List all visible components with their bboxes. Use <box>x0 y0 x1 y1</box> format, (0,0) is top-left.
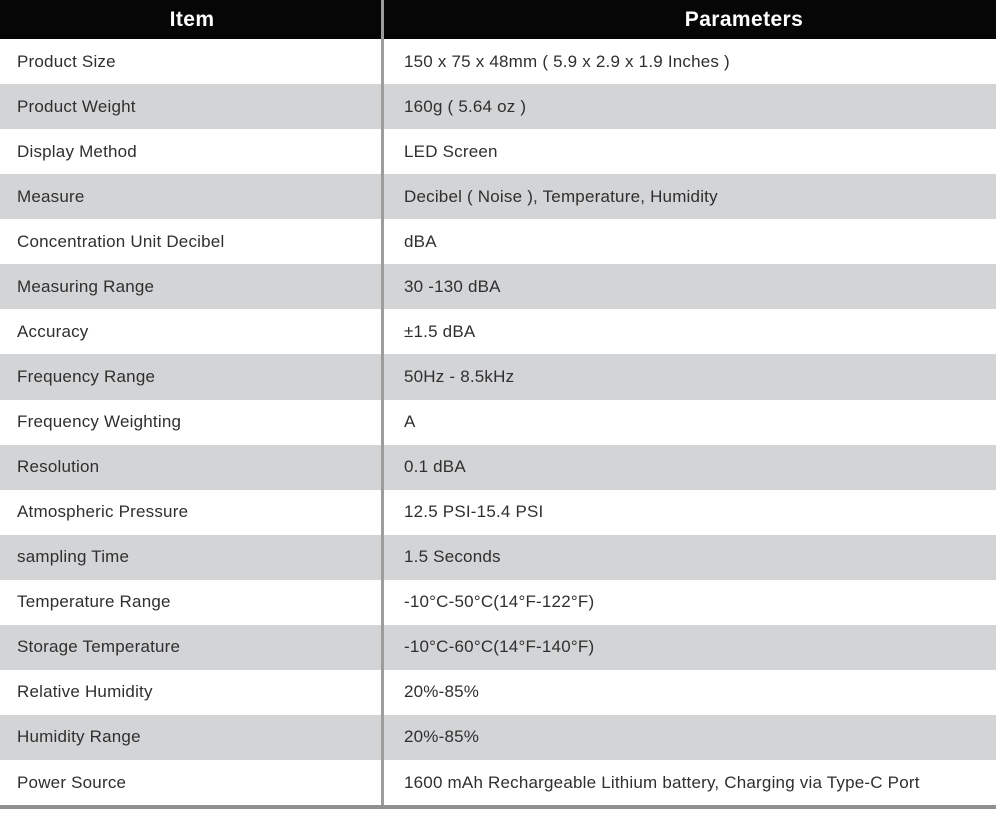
table-row: Relative Humidity 20%-85% <box>0 669 996 715</box>
parameter-cell: 20%-85% <box>404 682 480 702</box>
item-cell: Relative Humidity <box>17 682 153 702</box>
header-cell-parameters: Parameters <box>384 0 996 39</box>
table-row: sampling Time 1.5 Seconds <box>0 534 996 580</box>
table-row: Product Size 150 x 75 x 48mm ( 5.9 x 2.9 … <box>0 39 996 85</box>
table-row: Display Method LED Screen <box>0 129 996 175</box>
parameter-cell: 1600 mAh Rechargeable Lithium battery, C… <box>404 772 920 792</box>
table-row: Product Weight 160g ( 5.64 oz ) <box>0 84 996 130</box>
item-cell: Product Size <box>17 51 116 71</box>
table-row: Humidity Range 20%-85% <box>0 714 996 760</box>
item-cell: Concentration Unit Decibel <box>17 231 225 251</box>
parameter-cell: 50Hz - 8.5kHz <box>404 366 515 386</box>
item-cell: Power Source <box>17 772 127 792</box>
table-row: Frequency Weighting A <box>0 399 996 445</box>
table-header: Item Parameters <box>0 0 996 39</box>
parameter-cell: -10°C-50°C(14°F-122°F) <box>404 592 595 612</box>
item-cell: sampling Time <box>17 547 130 567</box>
parameter-cell: 0.1 dBA <box>404 457 466 477</box>
table-row: Frequency Range 50Hz - 8.5kHz <box>0 354 996 400</box>
table-row: Temperature Range -10°C-50°C(14°F-122°F) <box>0 579 996 625</box>
item-cell: Frequency Weighting <box>17 412 182 432</box>
parameter-cell: ±1.5 dBA <box>404 321 476 341</box>
parameter-cell: Decibel ( Noise ), Temperature, Humidity <box>404 186 718 206</box>
parameter-cell: 150 x 75 x 48mm ( 5.9 x 2.9 x 1.9 Inches… <box>404 51 730 71</box>
item-cell: Frequency Range <box>17 366 156 386</box>
item-cell: Storage Temperature <box>17 637 181 657</box>
table-row: Measure Decibel ( Noise ), Temperature, H… <box>0 174 996 220</box>
parameter-cell: 1.5 Seconds <box>404 547 501 567</box>
item-cell: Measure <box>17 186 85 206</box>
item-cell: Measuring Range <box>17 276 155 296</box>
column-divider <box>381 0 384 805</box>
parameter-cell: 12.5 PSI-15.4 PSI <box>404 502 544 522</box>
item-cell: Resolution <box>17 457 100 477</box>
table-row: Resolution 0.1 dBA <box>0 444 996 490</box>
table-row: Storage Temperature -10°C-60°C(14°F-140°F… <box>0 624 996 670</box>
table-row: Accuracy ±1.5 dBA <box>0 309 996 355</box>
table-row: Concentration Unit Decibel dBA <box>0 219 996 265</box>
table-row: Atmospheric Pressure 12.5 PSI-15.4 PSI <box>0 489 996 535</box>
item-cell: Humidity Range <box>17 727 141 747</box>
table-row: Measuring Range 30 -130 dBA <box>0 264 996 310</box>
parameter-cell: -10°C-60°C(14°F-140°F) <box>404 637 595 657</box>
header-label-item: Item <box>169 7 215 31</box>
item-cell: Product Weight <box>17 96 136 116</box>
parameter-cell: dBA <box>404 231 437 251</box>
header-label-parameters: Parameters <box>684 7 804 31</box>
parameter-cell: 160g ( 5.64 oz ) <box>404 96 527 116</box>
parameter-cell: LED Screen <box>404 141 498 161</box>
item-cell: Temperature Range <box>17 592 171 612</box>
parameter-cell: 30 -130 dBA <box>404 276 501 296</box>
table-row: Power Source 1600 mAh Rechargeable Lithiu… <box>0 760 996 806</box>
bottom-border <box>0 805 996 809</box>
parameter-cell: 20%-85% <box>404 727 480 747</box>
parameter-cell: A <box>404 412 416 432</box>
item-cell: Accuracy <box>17 321 89 341</box>
header-cell-item: Item <box>0 0 384 39</box>
item-cell: Atmospheric Pressure <box>17 502 189 522</box>
table-body: Product Size 150 x 75 x 48mm ( 5.9 x 2.9 … <box>0 39 996 806</box>
item-cell: Display Method <box>17 141 137 161</box>
